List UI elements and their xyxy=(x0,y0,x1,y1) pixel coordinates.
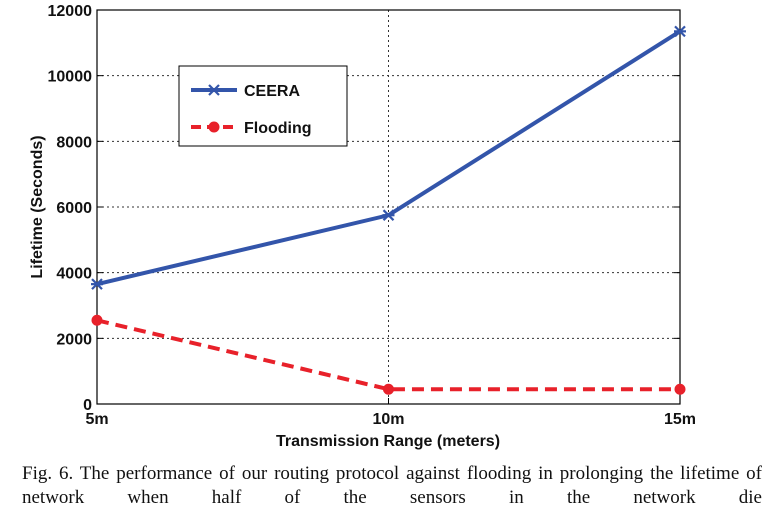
legend: CEERA Flooding xyxy=(178,65,348,147)
x-tick-label: 15m xyxy=(664,411,696,428)
x-axis-ticks: 5m 10m 15m xyxy=(85,398,696,428)
series-flooding xyxy=(91,314,686,395)
series-line-flooding xyxy=(96,318,680,392)
x-axis-label: Transmission Range (meters) xyxy=(276,433,500,450)
y-tick-label: 10000 xyxy=(48,69,93,86)
y-tick-label: 6000 xyxy=(56,200,92,217)
y-tick-label: 2000 xyxy=(56,331,92,348)
y-axis-ticks: 0 2000 4000 6000 8000 10000 12000 xyxy=(48,3,680,414)
y-tick-label: 0 xyxy=(83,397,92,414)
y-tick-label: 4000 xyxy=(56,266,92,283)
series-layer xyxy=(91,25,686,395)
grid-lines xyxy=(97,10,680,404)
legend-label-flooding: Flooding xyxy=(244,120,312,137)
x-tick-label: 5m xyxy=(85,411,108,428)
series-ceera xyxy=(91,25,686,290)
data-point-circle-marker xyxy=(208,121,220,133)
legend-label-ceera: CEERA xyxy=(244,83,300,100)
line-chart: 0 2000 4000 6000 8000 10000 12000 5m 10m 15m Tra… xyxy=(29,3,696,450)
data-point-star-marker xyxy=(382,209,395,221)
data-point-star-marker xyxy=(674,25,686,38)
figure-caption: Fig. 6. The performance of our routing p… xyxy=(22,463,762,508)
data-point-circle-marker xyxy=(674,383,686,395)
data-point-star-marker xyxy=(91,278,103,290)
y-tick-label: 8000 xyxy=(56,134,92,151)
legend-box xyxy=(178,65,348,147)
y-tick-label: 12000 xyxy=(48,3,93,20)
data-point-star-marker xyxy=(208,84,220,96)
y-axis-label: Lifetime (Seconds) xyxy=(29,135,46,278)
data-point-circle-marker xyxy=(91,314,103,326)
x-tick-label: 10m xyxy=(372,411,404,428)
data-point-circle-marker xyxy=(383,383,394,395)
